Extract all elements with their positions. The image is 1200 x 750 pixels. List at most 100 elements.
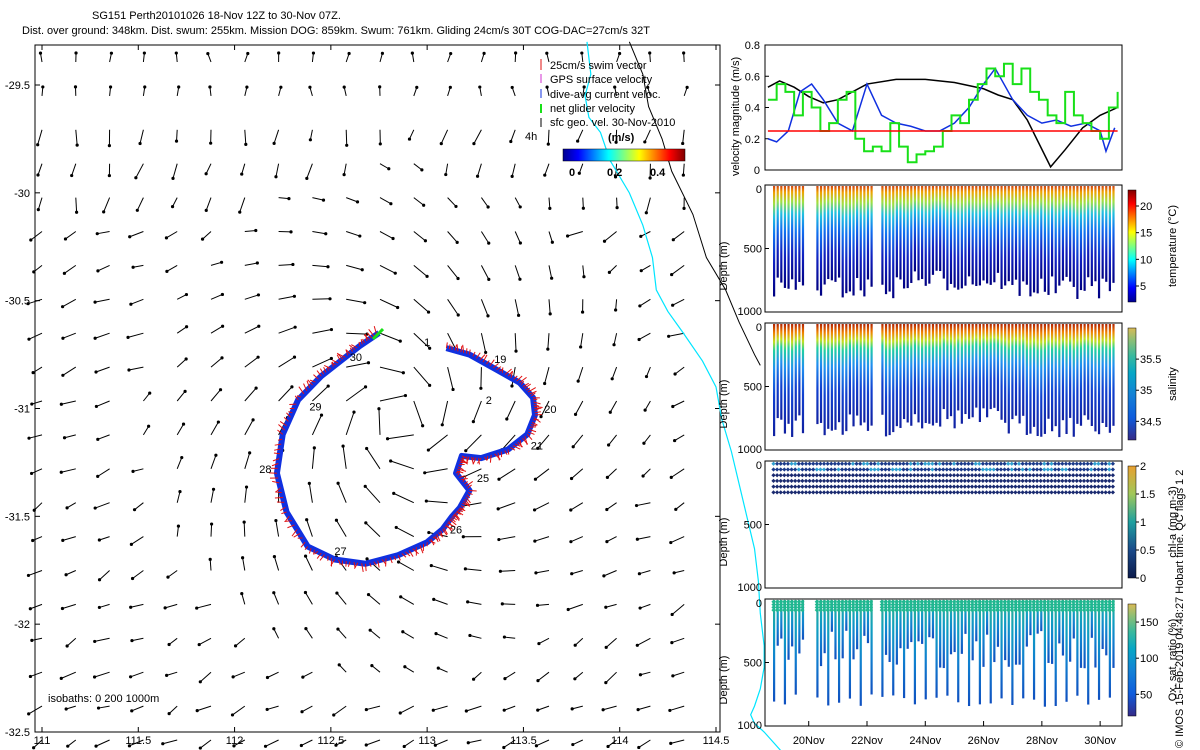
velocity-arrow [364, 485, 381, 504]
chla-sample [894, 473, 899, 478]
velocity-arrow [302, 671, 313, 678]
velocity-arrow [31, 637, 43, 641]
velocity-arrow-head [681, 141, 685, 146]
chla-sample [793, 467, 798, 472]
velocity-arrow-head [674, 507, 678, 511]
oxy-surface-sample [973, 605, 978, 610]
oxy-surface-sample [984, 599, 989, 604]
velocity-arrow-head [486, 314, 490, 318]
profile-ytick-label: 0 [756, 184, 762, 196]
oxy-surface-sample [1034, 599, 1040, 604]
chla-sample [1074, 473, 1079, 478]
chla-sample [803, 478, 809, 484]
chla-sample [998, 490, 1004, 495]
oxy-surface-sample [897, 608, 902, 613]
velocity-arrow-head [135, 208, 139, 212]
profile-cast [986, 600, 989, 635]
colorbar-tick-label: 50 [1140, 689, 1152, 701]
swim-vector [373, 561, 377, 566]
chla-sample [868, 478, 874, 484]
velocity-arrow-head [546, 142, 550, 146]
profile-cast [1043, 186, 1046, 292]
profile-cast [1000, 600, 1003, 699]
oxy-surface-sample [832, 599, 838, 604]
chla-sample [894, 461, 899, 466]
profile-cast [899, 600, 902, 649]
chla-sample [843, 473, 848, 478]
velocity-arrow [461, 502, 482, 507]
chla-sample [836, 461, 841, 466]
chla-sample [1067, 478, 1072, 484]
chla-sample [886, 467, 892, 472]
chla-sample [912, 484, 917, 489]
velocity-arrow [393, 492, 415, 504]
oxy-surface-sample [829, 608, 834, 613]
oxy-surface-sample [793, 602, 798, 607]
chla-sample [800, 467, 805, 472]
swim-vector [524, 383, 532, 389]
oxy-surface-sample [955, 602, 960, 607]
oxy-surface-sample [1063, 602, 1069, 607]
swim-vector [397, 554, 401, 561]
velocity-arrow-head [432, 597, 436, 601]
chla-sample [1038, 490, 1043, 495]
oxy-surface-sample [1020, 605, 1025, 610]
oxy-surface-sample [847, 605, 852, 610]
velocity-arrow-head [242, 520, 246, 524]
oxy-surface-sample [1052, 608, 1058, 613]
profile-ytick-label: 0 [756, 598, 762, 610]
velocity-arrow [409, 129, 415, 140]
chla-sample [778, 478, 783, 484]
velocity-arrow-head [241, 556, 245, 560]
chla-sample [1024, 484, 1029, 489]
profile-cast [834, 186, 837, 282]
chla-sample [858, 473, 863, 478]
velocity-arrow [570, 502, 584, 511]
velocity-arrow [413, 231, 426, 242]
oxy-surface-sample [1078, 605, 1083, 610]
velocity-arrow [644, 400, 651, 411]
velocity-arrow [368, 594, 381, 605]
velocity-arrow [131, 637, 144, 642]
chla-sample [980, 461, 986, 466]
chla-sample [785, 467, 791, 472]
oxy-surface-sample [821, 602, 827, 607]
chla-sample [836, 490, 841, 495]
profile-cast [1018, 324, 1021, 424]
profile-cast [1000, 324, 1003, 420]
profile-cast [870, 186, 873, 287]
chla-sample [1071, 461, 1076, 466]
chla-sample [973, 473, 978, 478]
velocity-arrow [127, 332, 144, 338]
velocity-arrow-head [171, 176, 175, 180]
swim-vector [373, 326, 378, 335]
profile-cast [892, 600, 895, 696]
oxy-surface-sample [941, 608, 946, 613]
velocity-arrow [402, 631, 415, 639]
velocity-arrow-head [257, 324, 261, 328]
velocity-arrow [609, 400, 618, 413]
swim-vector [285, 516, 290, 522]
oxy-surface-sample [923, 599, 928, 604]
chla-sample [919, 490, 924, 495]
profile-cast [967, 186, 971, 277]
velocity-arrow [345, 411, 355, 436]
velocity-arrow-head [577, 171, 581, 175]
chla-sample [908, 461, 913, 466]
velocity-arrow-head [97, 605, 102, 610]
velocity-arrow-head [232, 744, 236, 748]
oxy-surface-sample [951, 599, 957, 604]
velocity-arrow [62, 366, 77, 376]
velocity-arrow-head [570, 572, 574, 576]
velocity-arrow-head [59, 470, 63, 474]
velocity-arrow [95, 366, 110, 373]
velocity-arrow [613, 333, 618, 345]
velocity-arrow-head [336, 481, 340, 485]
chla-sample [890, 490, 895, 495]
oxy-surface-sample [839, 608, 845, 613]
velocity-arrow-head [127, 368, 131, 372]
chla-sample [969, 490, 975, 495]
chla-sample [811, 478, 816, 484]
chla-sample [832, 484, 838, 489]
